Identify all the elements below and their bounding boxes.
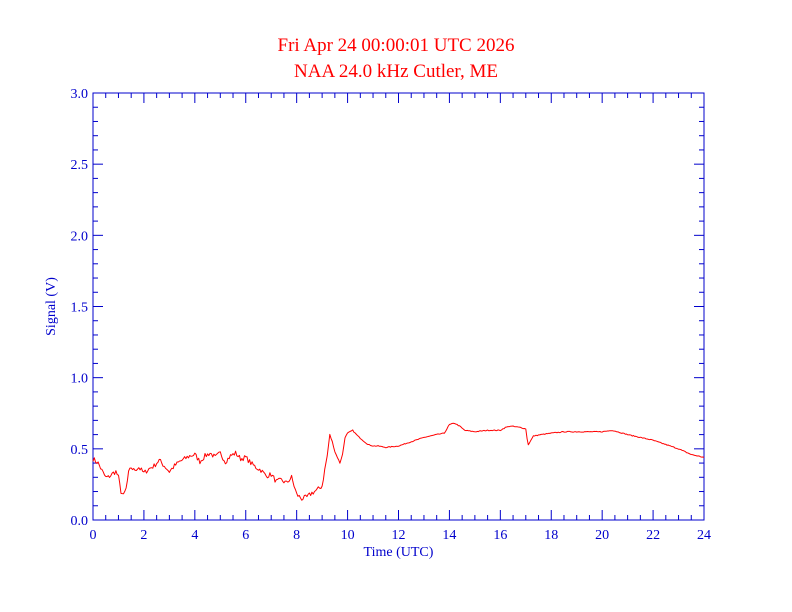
x-tick-label: 18 bbox=[544, 528, 558, 543]
x-tick-label: 14 bbox=[442, 528, 456, 543]
chart-subtitle: NAA 24.0 kHz Cutler, ME bbox=[294, 61, 498, 82]
x-tick-label: 6 bbox=[242, 528, 249, 543]
x-tick-label: 4 bbox=[191, 528, 198, 543]
y-tick-labels: 0.0 0.5 1.0 1.5 2.0 2.5 3.0 bbox=[71, 87, 89, 529]
x-tick-label: 16 bbox=[493, 528, 507, 543]
y-tick-label: 2.0 bbox=[71, 229, 89, 244]
y-tick-label: 2.5 bbox=[71, 158, 89, 173]
plot-frame bbox=[92, 92, 705, 521]
x-tick-label: 22 bbox=[646, 528, 660, 543]
y-tick-label: 0.5 bbox=[71, 443, 89, 458]
y-tick-label: 1.0 bbox=[71, 372, 89, 387]
y-tick-label: 1.5 bbox=[71, 301, 89, 316]
y-tick-label: 3.0 bbox=[71, 87, 89, 102]
y-tick-label: 0.0 bbox=[71, 514, 89, 529]
x-tick-labels: 0 2 4 6 8 10 12 14 16 18 20 22 24 bbox=[90, 528, 712, 543]
y-axis-label: Signal (V) bbox=[44, 277, 59, 336]
x-tick-label: 8 bbox=[293, 528, 300, 543]
x-axis-label: Time (UTC) bbox=[364, 545, 434, 560]
x-tick-label: 20 bbox=[595, 528, 609, 543]
signal-series-line bbox=[92, 422, 705, 501]
x-tick-label: 2 bbox=[140, 528, 147, 543]
x-tick-label: 10 bbox=[341, 528, 355, 543]
x-tick-label: 24 bbox=[697, 528, 711, 543]
axis-ticks bbox=[92, 92, 705, 521]
x-tick-label: 12 bbox=[392, 528, 406, 543]
x-tick-label: 0 bbox=[90, 528, 97, 543]
chart-title: Fri Apr 24 00:00:01 UTC 2026 bbox=[278, 35, 515, 56]
